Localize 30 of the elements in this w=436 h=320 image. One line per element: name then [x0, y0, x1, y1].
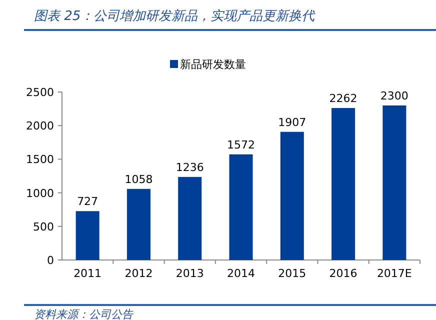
y-tick-label: 1500 — [26, 153, 54, 166]
x-tick-label: 2015 — [278, 267, 306, 280]
text: 资料来源：公司公告 — [34, 308, 134, 320]
y-tick-label: 0 — [47, 254, 54, 267]
x-tick-label: 2013 — [176, 267, 204, 280]
bar — [178, 176, 202, 260]
data-label: 2262 — [329, 92, 358, 105]
bar — [126, 188, 150, 260]
legend-label: 新品研发数量 — [180, 58, 246, 71]
data-label: 1058 — [124, 172, 153, 186]
y-tick-label: 1000 — [26, 186, 54, 200]
bar — [382, 105, 406, 260]
bar — [76, 211, 100, 260]
bar — [280, 132, 304, 260]
bar — [332, 108, 356, 260]
data-label: 1236 — [176, 160, 204, 174]
x-tick-label: 2014 — [227, 267, 255, 280]
y-tick-label: 2000 — [26, 120, 54, 133]
x-tick-label: 2012 — [124, 267, 153, 280]
y-tick-label: 2500 — [26, 86, 54, 99]
data-label: 2300 — [380, 89, 408, 102]
data-label: 727 — [77, 195, 98, 208]
bar — [229, 154, 253, 260]
chart-title: 图表 25：公司增加研发新品，实现产品更新换代 — [34, 9, 316, 24]
x-tick-label: 2011 — [74, 267, 102, 280]
x-tick-label: 2016 — [329, 267, 358, 280]
x-tick-label: 2017E — [376, 267, 412, 280]
y-tick-label: 500 — [33, 220, 54, 234]
data-label: 1572 — [227, 138, 255, 152]
data-label: 1907 — [278, 116, 306, 129]
